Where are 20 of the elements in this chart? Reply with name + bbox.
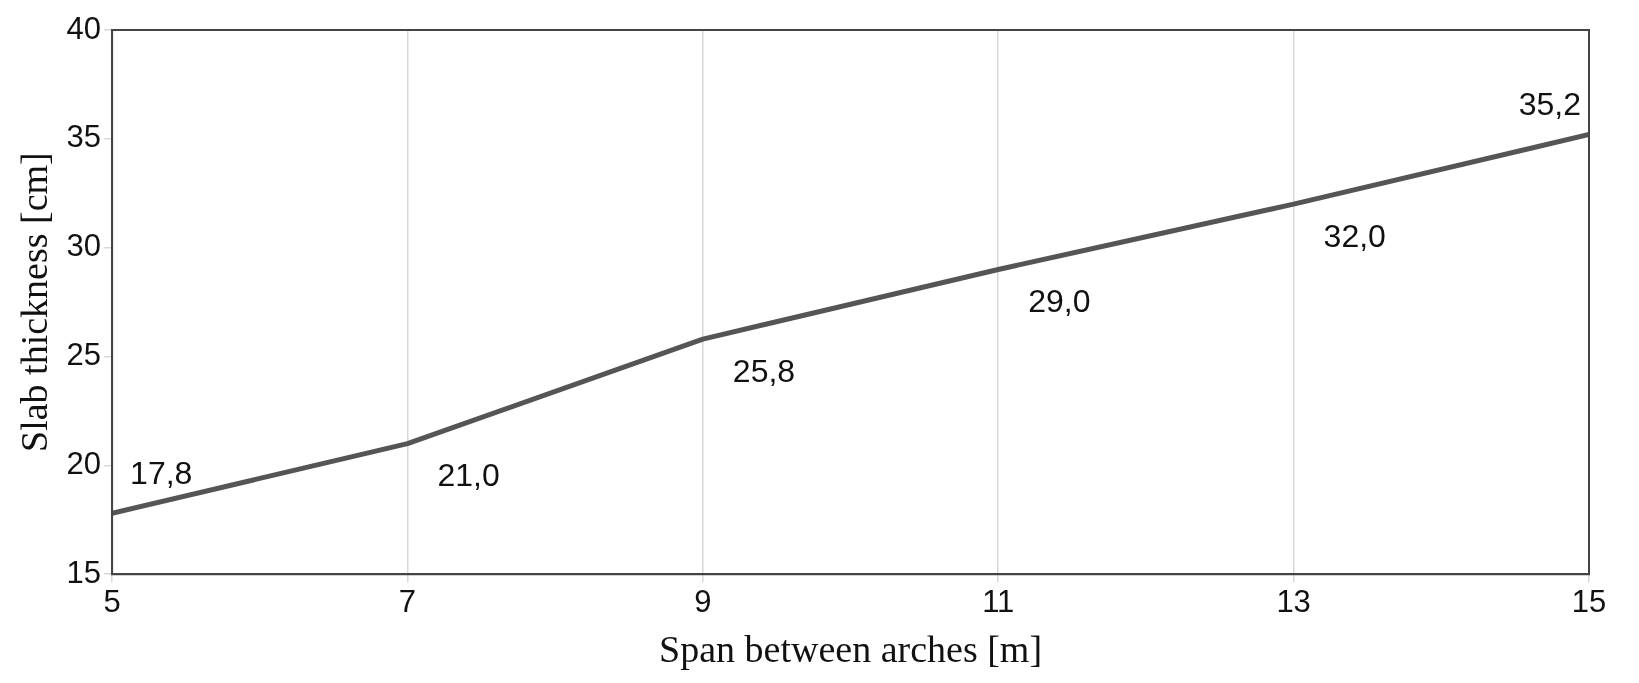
x-tick-label: 9 xyxy=(694,584,712,620)
x-tick-label: 11 xyxy=(982,584,1015,620)
data-label: 35,2 xyxy=(1518,86,1581,123)
x-tick-label: 15 xyxy=(1571,584,1607,620)
data-label: 17,8 xyxy=(130,455,193,492)
x-tick-label: 13 xyxy=(1276,584,1311,620)
y-tick-label: 30 xyxy=(66,228,102,264)
x-axis-title: Span between arches [m] xyxy=(659,628,1043,671)
x-tick-label: 7 xyxy=(398,584,417,620)
y-tick-label: 25 xyxy=(66,337,102,373)
y-tick-label: 40 xyxy=(66,10,102,46)
data-label: 25,8 xyxy=(732,352,796,389)
y-axis-title: Slab thickness [cm] xyxy=(12,152,55,452)
y-tick-label: 20 xyxy=(66,445,102,481)
y-tick-label: 35 xyxy=(66,119,102,155)
x-tick-label: 5 xyxy=(103,584,121,620)
data-label: 32,0 xyxy=(1323,217,1386,254)
data-label: 29,0 xyxy=(1028,283,1091,320)
y-tick-label: 15 xyxy=(66,554,102,590)
data-label: 21,0 xyxy=(437,457,500,494)
